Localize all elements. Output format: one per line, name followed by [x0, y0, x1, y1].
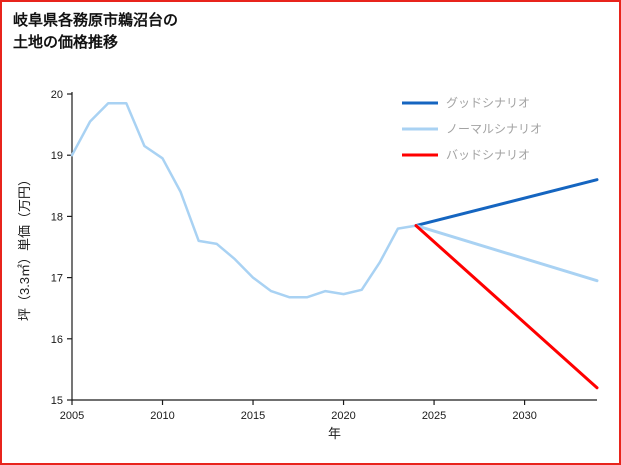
y-tick-label: 20 [51, 89, 63, 101]
x-tick-label: 2025 [422, 410, 446, 422]
x-tick-label: 2030 [512, 410, 536, 422]
x-tick-label: 2005 [60, 410, 84, 422]
y-tick-label: 18 [51, 211, 63, 223]
chart-title: 岐阜県各務原市鵜沼台の 土地の価格推移 [13, 10, 178, 54]
y-tick-label: 17 [51, 273, 63, 285]
y-axis-label: 坪（3.3㎡）単価（万円） [17, 173, 32, 321]
x-tick-label: 2015 [241, 410, 265, 422]
chart-title-line2: 土地の価格推移 [13, 33, 119, 51]
y-tick-label: 19 [51, 150, 63, 162]
series-line-グッドシナリオ [414, 178, 599, 228]
y-tick-label: 15 [51, 395, 63, 407]
series-line-バッドシナリオ [414, 224, 599, 390]
series-line-ノーマルシナリオ [414, 224, 599, 283]
legend-label-グッドシナリオ: グッドシナリオ [446, 96, 530, 110]
chart-title-line1: 岐阜県各務原市鵜沼台の [13, 12, 179, 29]
legend-label-ノーマルシナリオ: ノーマルシナリオ [446, 122, 542, 136]
series-line-実績 [70, 101, 418, 299]
y-tick-label: 16 [51, 334, 63, 346]
x-tick-label: 2010 [150, 410, 174, 422]
x-axis-label: 年 [328, 426, 341, 441]
legend-label-バッドシナリオ: バッドシナリオ [446, 148, 530, 162]
x-tick-label: 2020 [331, 410, 355, 422]
